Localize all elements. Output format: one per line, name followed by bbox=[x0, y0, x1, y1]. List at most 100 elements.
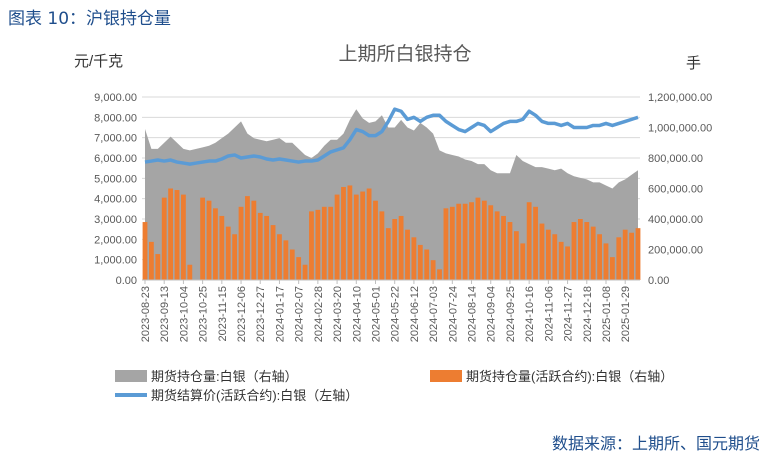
active-oi-bar bbox=[597, 234, 602, 280]
x-tick-label: 2025-01-08 bbox=[601, 286, 613, 342]
x-tick-label: 2023-12-27 bbox=[255, 286, 267, 342]
x-tick-label: 2024-03-20 bbox=[332, 286, 344, 342]
left-tick-label: 9,000.00 bbox=[94, 92, 137, 104]
x-tick-label: 2024-05-22 bbox=[390, 286, 402, 342]
x-tick-label: 2023-11-15 bbox=[217, 286, 229, 341]
active-oi-bar bbox=[488, 205, 494, 280]
active-oi-bar bbox=[328, 206, 334, 280]
active-oi-bar bbox=[609, 257, 615, 280]
x-tick-label: 2023-09-13 bbox=[159, 286, 171, 342]
x-tick-label: 2024-09-04 bbox=[486, 286, 498, 342]
active-oi-bar bbox=[187, 264, 193, 280]
active-oi-bar bbox=[539, 223, 545, 280]
right-tick-label: 400,000.00 bbox=[648, 214, 703, 226]
x-tick-label: 2024-01-17 bbox=[274, 286, 286, 342]
x-tick-label: 2024-02-07 bbox=[294, 286, 306, 342]
total-oi-area bbox=[145, 109, 638, 280]
active-oi-bar bbox=[366, 188, 372, 280]
active-oi-bar bbox=[289, 249, 295, 280]
active-oi-bar bbox=[533, 206, 538, 280]
active-oi-bar bbox=[174, 190, 180, 280]
left-tick-label: 3,000.00 bbox=[94, 214, 137, 226]
active-oi-bar bbox=[219, 215, 225, 280]
active-oi-bar bbox=[629, 232, 634, 280]
active-oi-bar bbox=[405, 229, 410, 280]
right-tick-label: 1,000,000.00 bbox=[648, 123, 712, 135]
active-oi-bar bbox=[577, 219, 583, 280]
active-oi-bar bbox=[142, 222, 148, 280]
right-tick-label: 200,000.00 bbox=[648, 245, 703, 257]
active-oi-bar bbox=[168, 188, 174, 280]
x-tick-label: 2023-08-23 bbox=[140, 286, 152, 342]
active-oi-bar bbox=[315, 209, 321, 280]
right-axis-unit: 手 bbox=[686, 55, 701, 72]
active-oi-bar bbox=[475, 197, 481, 280]
active-oi-bar bbox=[456, 203, 462, 280]
x-tick-label: 2024-05-01 bbox=[370, 286, 382, 342]
active-oi-bar bbox=[353, 194, 359, 280]
active-oi-bar bbox=[622, 229, 628, 280]
figure-title: 图表 10：沪银持仓量 bbox=[8, 9, 172, 29]
active-oi-bar bbox=[565, 246, 570, 280]
active-oi-bar bbox=[507, 222, 513, 280]
active-oi-bar bbox=[603, 243, 609, 280]
active-oi-bar bbox=[392, 219, 398, 280]
right-tick-label: 1,200,000.00 bbox=[648, 92, 712, 104]
active-oi-bar bbox=[257, 212, 263, 280]
x-tick-label: 2023-10-04 bbox=[178, 286, 190, 342]
active-oi-bar bbox=[264, 215, 270, 280]
active-oi-bar bbox=[584, 222, 590, 280]
active-oi-bar bbox=[379, 211, 385, 280]
active-oi-bar bbox=[161, 197, 167, 280]
x-tick-label: 2023-10-25 bbox=[198, 286, 210, 342]
active-oi-bar bbox=[277, 234, 282, 280]
left-tick-label: 0.00 bbox=[116, 275, 137, 287]
x-tick-label: 2024-06-12 bbox=[409, 286, 421, 342]
active-oi-bar bbox=[545, 229, 551, 280]
active-oi-bar bbox=[571, 222, 577, 280]
legend-label-total: 期货持仓量:白银（右轴） bbox=[151, 369, 298, 384]
legend-label-active: 期货持仓量(活跃合约):白银（右轴） bbox=[466, 369, 673, 384]
active-oi-bar bbox=[225, 226, 231, 280]
active-oi-bar bbox=[462, 203, 468, 280]
active-oi-bar bbox=[238, 206, 244, 280]
active-oi-bar bbox=[181, 194, 186, 280]
active-oi-bar bbox=[513, 231, 519, 280]
active-oi-bar bbox=[417, 244, 423, 280]
legend-label-price: 期货结算价(活跃合约):白银（左轴） bbox=[151, 388, 358, 403]
left-tick-label: 6,000.00 bbox=[94, 153, 137, 165]
active-oi-bar bbox=[481, 200, 487, 280]
active-oi-bar bbox=[558, 241, 564, 280]
active-oi-bar bbox=[309, 211, 314, 280]
left-axis-unit: 元/千克 bbox=[74, 53, 123, 70]
active-oi-bar bbox=[411, 237, 417, 280]
active-oi-bar bbox=[469, 202, 474, 280]
left-tick-label: 4,000.00 bbox=[94, 194, 137, 206]
active-oi-bar bbox=[449, 206, 455, 280]
right-tick-label: 800,000.00 bbox=[648, 153, 703, 165]
active-oi-bar bbox=[296, 257, 302, 280]
chart-svg: 上期所白银持仓 元/千克 手 0.00 1,000.00 2,000.00 3,000… bbox=[74, 43, 712, 403]
active-oi-bar bbox=[437, 269, 442, 280]
active-oi-bar bbox=[373, 200, 378, 280]
active-oi-bar bbox=[347, 185, 353, 280]
left-tick-label: 2,000.00 bbox=[94, 234, 137, 246]
active-oi-bar bbox=[616, 237, 622, 280]
legend-swatch-active bbox=[430, 370, 462, 382]
source-note: 数据来源：上期所、国元期货 bbox=[551, 434, 760, 453]
active-oi-bar bbox=[552, 234, 558, 280]
right-tick-label: 0.00 bbox=[648, 275, 669, 287]
active-oi-bar bbox=[149, 241, 154, 280]
active-oi-bar bbox=[590, 226, 596, 280]
x-tick-label: 2024-11-06 bbox=[543, 286, 555, 341]
active-oi-bar bbox=[494, 211, 500, 280]
active-oi-bar bbox=[520, 243, 526, 280]
x-tick-label: 2024-08-14 bbox=[467, 286, 479, 342]
active-oi-bar bbox=[270, 225, 276, 280]
right-tick-label: 600,000.00 bbox=[648, 184, 703, 196]
active-oi-bar bbox=[200, 197, 206, 280]
x-tick-label: 2024-09-25 bbox=[505, 286, 517, 342]
active-oi-bar bbox=[398, 215, 404, 280]
active-oi-bar bbox=[245, 196, 250, 280]
x-tick-label: 2023-12-06 bbox=[236, 286, 248, 342]
